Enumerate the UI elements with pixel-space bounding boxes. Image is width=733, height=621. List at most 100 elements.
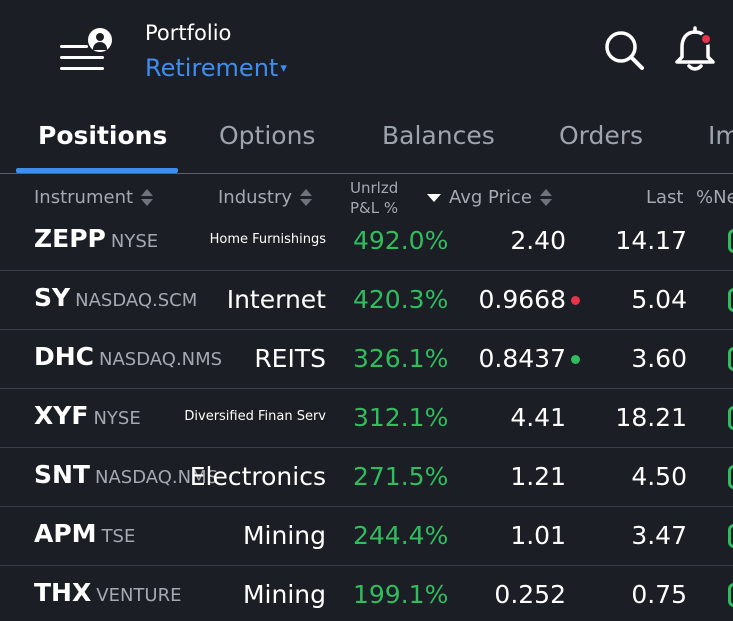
exchange: NASDAQ.NMS xyxy=(94,467,219,488)
symbol: THX xyxy=(34,578,92,607)
avg-price: 0.252 xyxy=(494,580,566,609)
column-instrument[interactable]: Instrument xyxy=(34,187,154,208)
column-instrument-label: Instrument xyxy=(34,187,134,208)
position-row[interactable]: THX VENTURE Mining 199.1% 0.252 0.75 xyxy=(0,566,733,621)
pct-net-cell xyxy=(728,288,733,312)
industry: Mining xyxy=(242,580,326,609)
pct-net-cell xyxy=(728,583,733,607)
symbol: SY xyxy=(34,283,71,312)
column-pct-net-label: %Ne xyxy=(696,187,733,208)
symbol: SNT xyxy=(34,460,90,489)
exchange: NASDAQ.NMS xyxy=(99,349,223,370)
column-last[interactable]: Last xyxy=(646,187,684,208)
column-avg-price-label: Avg Price xyxy=(449,187,532,208)
exchange: NASDAQ.SCM xyxy=(75,290,198,311)
menu-line xyxy=(60,45,88,48)
bell-icon[interactable] xyxy=(673,26,717,74)
active-tab-indicator xyxy=(16,168,178,173)
avg-price: 1.01 xyxy=(510,521,566,550)
unrealized-pnl: 492.0% xyxy=(353,226,449,255)
tab-positions[interactable]: Positions xyxy=(38,121,168,150)
unrealized-pnl: 420.3% xyxy=(353,285,449,314)
column-pct-net[interactable]: %Ne xyxy=(696,187,733,208)
unrealized-pnl: 326.1% xyxy=(353,344,449,373)
tab-more[interactable]: Im xyxy=(708,121,733,150)
unrealized-pnl: 312.1% xyxy=(353,403,449,432)
column-avg-price[interactable]: Avg Price xyxy=(427,187,552,208)
search-icon[interactable] xyxy=(602,28,648,74)
position-row[interactable]: DHC NASDAQ.NMS REITS 326.1% 0.8437 3.60 xyxy=(0,330,733,389)
sort-icon xyxy=(539,188,552,208)
menu-user-icon[interactable] xyxy=(58,28,114,76)
exchange: TSE xyxy=(101,526,136,547)
exchange: NYSE xyxy=(110,231,159,252)
last-price: 14.17 xyxy=(615,226,687,255)
position-row[interactable]: APM TSE Mining 244.4% 1.01 3.47 xyxy=(0,507,733,566)
industry: Diversified Finan Serv xyxy=(184,409,326,424)
last-price: 3.47 xyxy=(631,521,687,550)
avg-price: 0.9668 xyxy=(478,285,566,314)
instrument-cell: SNT NASDAQ.NMS xyxy=(34,460,218,489)
account-selector[interactable]: Retirement ▾ xyxy=(145,50,287,85)
app-header: Portfolio Retirement ▾ xyxy=(0,0,733,110)
position-row[interactable]: SNT NASDAQ.NMS Electronics 271.5% 1.21 4.50 xyxy=(0,448,733,507)
position-row[interactable]: ZEPP NYSE Home Furnishings 492.0% 2.40 14.17 xyxy=(0,212,733,271)
sort-icon xyxy=(141,188,154,208)
column-industry-label: Industry xyxy=(218,187,293,208)
industry: Mining xyxy=(242,521,326,550)
sort-descending-icon xyxy=(427,193,441,202)
menu-line xyxy=(60,67,104,70)
column-industry[interactable]: Industry xyxy=(218,187,313,208)
symbol: APM xyxy=(34,519,97,548)
symbol: DHC xyxy=(34,342,95,371)
instrument-cell: SY NASDAQ.SCM xyxy=(34,283,197,312)
symbol: XYF xyxy=(34,401,89,430)
chevron-down-icon: ▾ xyxy=(280,61,287,76)
avg-price: 1.21 xyxy=(510,462,566,491)
last-price: 0.75 xyxy=(631,580,687,609)
pct-net-cell xyxy=(728,406,733,430)
tab-orders[interactable]: Orders xyxy=(559,121,644,150)
tab-balances[interactable]: Balances xyxy=(382,121,495,150)
portfolio-title-block: Portfolio Retirement ▾ xyxy=(145,20,287,85)
price-indicator-dot xyxy=(571,355,580,364)
pct-net-cell xyxy=(728,229,733,253)
last-price: 4.50 xyxy=(631,462,687,491)
user-avatar-icon xyxy=(88,28,112,52)
exchange: VENTURE xyxy=(96,585,182,606)
pct-net-cell xyxy=(728,465,733,489)
price-indicator-dot xyxy=(571,296,580,305)
avg-price: 0.8437 xyxy=(478,344,566,373)
tab-bar: Positions Options Balances Orders Im xyxy=(0,110,733,174)
account-name: Retirement xyxy=(145,53,279,82)
column-unrealized-label-2: P&L % xyxy=(350,199,399,217)
unrealized-pnl: 271.5% xyxy=(353,462,449,491)
avg-price: 4.41 xyxy=(510,403,566,432)
industry: Internet xyxy=(226,285,326,314)
last-price: 5.04 xyxy=(631,285,687,314)
divider xyxy=(0,173,733,174)
column-last-label: Last xyxy=(646,187,684,208)
pct-net-cell xyxy=(728,347,733,371)
column-unrealized-pnl[interactable]: Unrlzd P&L % xyxy=(350,178,398,218)
position-row[interactable]: SY NASDAQ.SCM Internet 420.3% 0.9668 5.04 xyxy=(0,271,733,330)
instrument-cell: ZEPP NYSE xyxy=(34,224,158,253)
unrealized-pnl: 199.1% xyxy=(353,580,449,609)
position-row[interactable]: XYF NYSE Diversified Finan Serv 312.1% 4.41 1… xyxy=(0,389,733,448)
symbol: ZEPP xyxy=(34,224,106,253)
last-price: 3.60 xyxy=(631,344,687,373)
industry: Home Furnishings xyxy=(209,232,326,247)
column-header-row: Instrument Industry Unrlzd P&L % Avg Pri… xyxy=(0,174,733,222)
pct-net-cell xyxy=(728,524,733,548)
unrealized-pnl: 244.4% xyxy=(353,521,449,550)
instrument-cell: THX VENTURE xyxy=(34,578,181,607)
exchange: NYSE xyxy=(93,408,141,429)
instrument-cell: APM TSE xyxy=(34,519,135,548)
industry: REITS xyxy=(254,344,326,373)
avg-price: 2.40 xyxy=(510,226,566,255)
menu-line xyxy=(60,56,104,59)
tab-options[interactable]: Options xyxy=(219,121,316,150)
column-unrealized-label-1: Unrlzd xyxy=(350,179,399,197)
portfolio-label: Portfolio xyxy=(145,21,232,45)
last-price: 18.21 xyxy=(615,403,687,432)
